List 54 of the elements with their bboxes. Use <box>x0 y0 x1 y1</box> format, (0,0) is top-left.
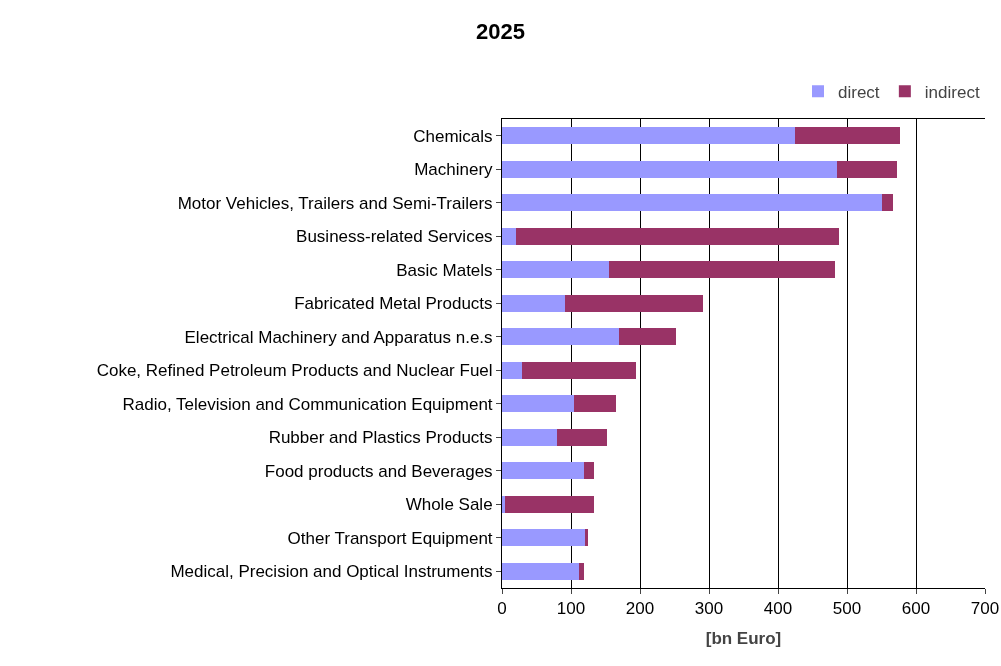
y-tick-label: Business-related Services <box>296 227 493 247</box>
bar <box>882 194 893 212</box>
y-tick-label: Medical, Precision and Optical Instruments <box>170 562 493 582</box>
bar <box>608 261 835 279</box>
y-tick-label: Chemicals <box>413 126 493 146</box>
bar <box>502 529 586 547</box>
y-tick-label: Fabricated Metal Products <box>294 294 493 314</box>
y-tick-label: Machinery <box>414 160 494 180</box>
bar <box>584 462 594 480</box>
bar <box>516 227 840 245</box>
bar <box>502 462 585 480</box>
bar <box>556 428 607 446</box>
bar <box>578 562 585 580</box>
legend-label: direct <box>838 82 880 102</box>
x-tick-label: 400 <box>763 599 793 619</box>
y-tick-label: Food products and Beverages <box>264 461 493 481</box>
y-tick-label: Other Transport Equipment <box>287 528 493 548</box>
bar <box>502 562 579 580</box>
bar <box>502 294 565 312</box>
bar <box>522 361 636 379</box>
x-tick-label: 200 <box>625 599 655 619</box>
bar <box>502 361 523 379</box>
x-tick-label: 500 <box>832 599 862 619</box>
y-tick-label: Radio, Television and Communication Equipment <box>122 394 493 414</box>
x-axis-title: [bn Euro] <box>705 628 782 648</box>
x-tick-label: 300 <box>694 599 724 619</box>
x-tick-label: 700 <box>970 599 1000 619</box>
bar <box>502 328 619 346</box>
bar <box>573 395 616 413</box>
bar <box>502 227 517 245</box>
bar <box>504 495 594 513</box>
y-tick-label: Motor Vehicles, Trailers and Semi-Trailers <box>177 193 493 213</box>
bar <box>502 395 574 413</box>
x-tick-label: 100 <box>556 599 586 619</box>
y-tick-label: Whole Sale <box>405 495 493 515</box>
bar <box>564 294 703 312</box>
legend-label: indirect <box>924 82 980 102</box>
y-tick-label: Rubber and Plastics Products <box>268 428 493 448</box>
y-tick-label: Coke, Refined Petroleum Products and Nuclear Fuel <box>96 361 493 381</box>
bar <box>502 194 883 212</box>
bar <box>502 127 795 145</box>
bar <box>502 495 505 513</box>
x-tick-label: 0 <box>497 599 507 619</box>
bar <box>794 127 901 145</box>
y-tick-label: Basic Matels <box>396 260 493 280</box>
y-tick-label: Electrical Machinery and Apparatus n.e.s <box>184 327 493 347</box>
bar <box>502 160 838 178</box>
bar <box>502 428 557 446</box>
bar <box>837 160 898 178</box>
bar <box>502 261 609 279</box>
x-tick-label: 600 <box>901 599 931 619</box>
bar <box>585 529 588 547</box>
chart-title: 2025 <box>476 18 525 44</box>
bar <box>618 328 676 346</box>
